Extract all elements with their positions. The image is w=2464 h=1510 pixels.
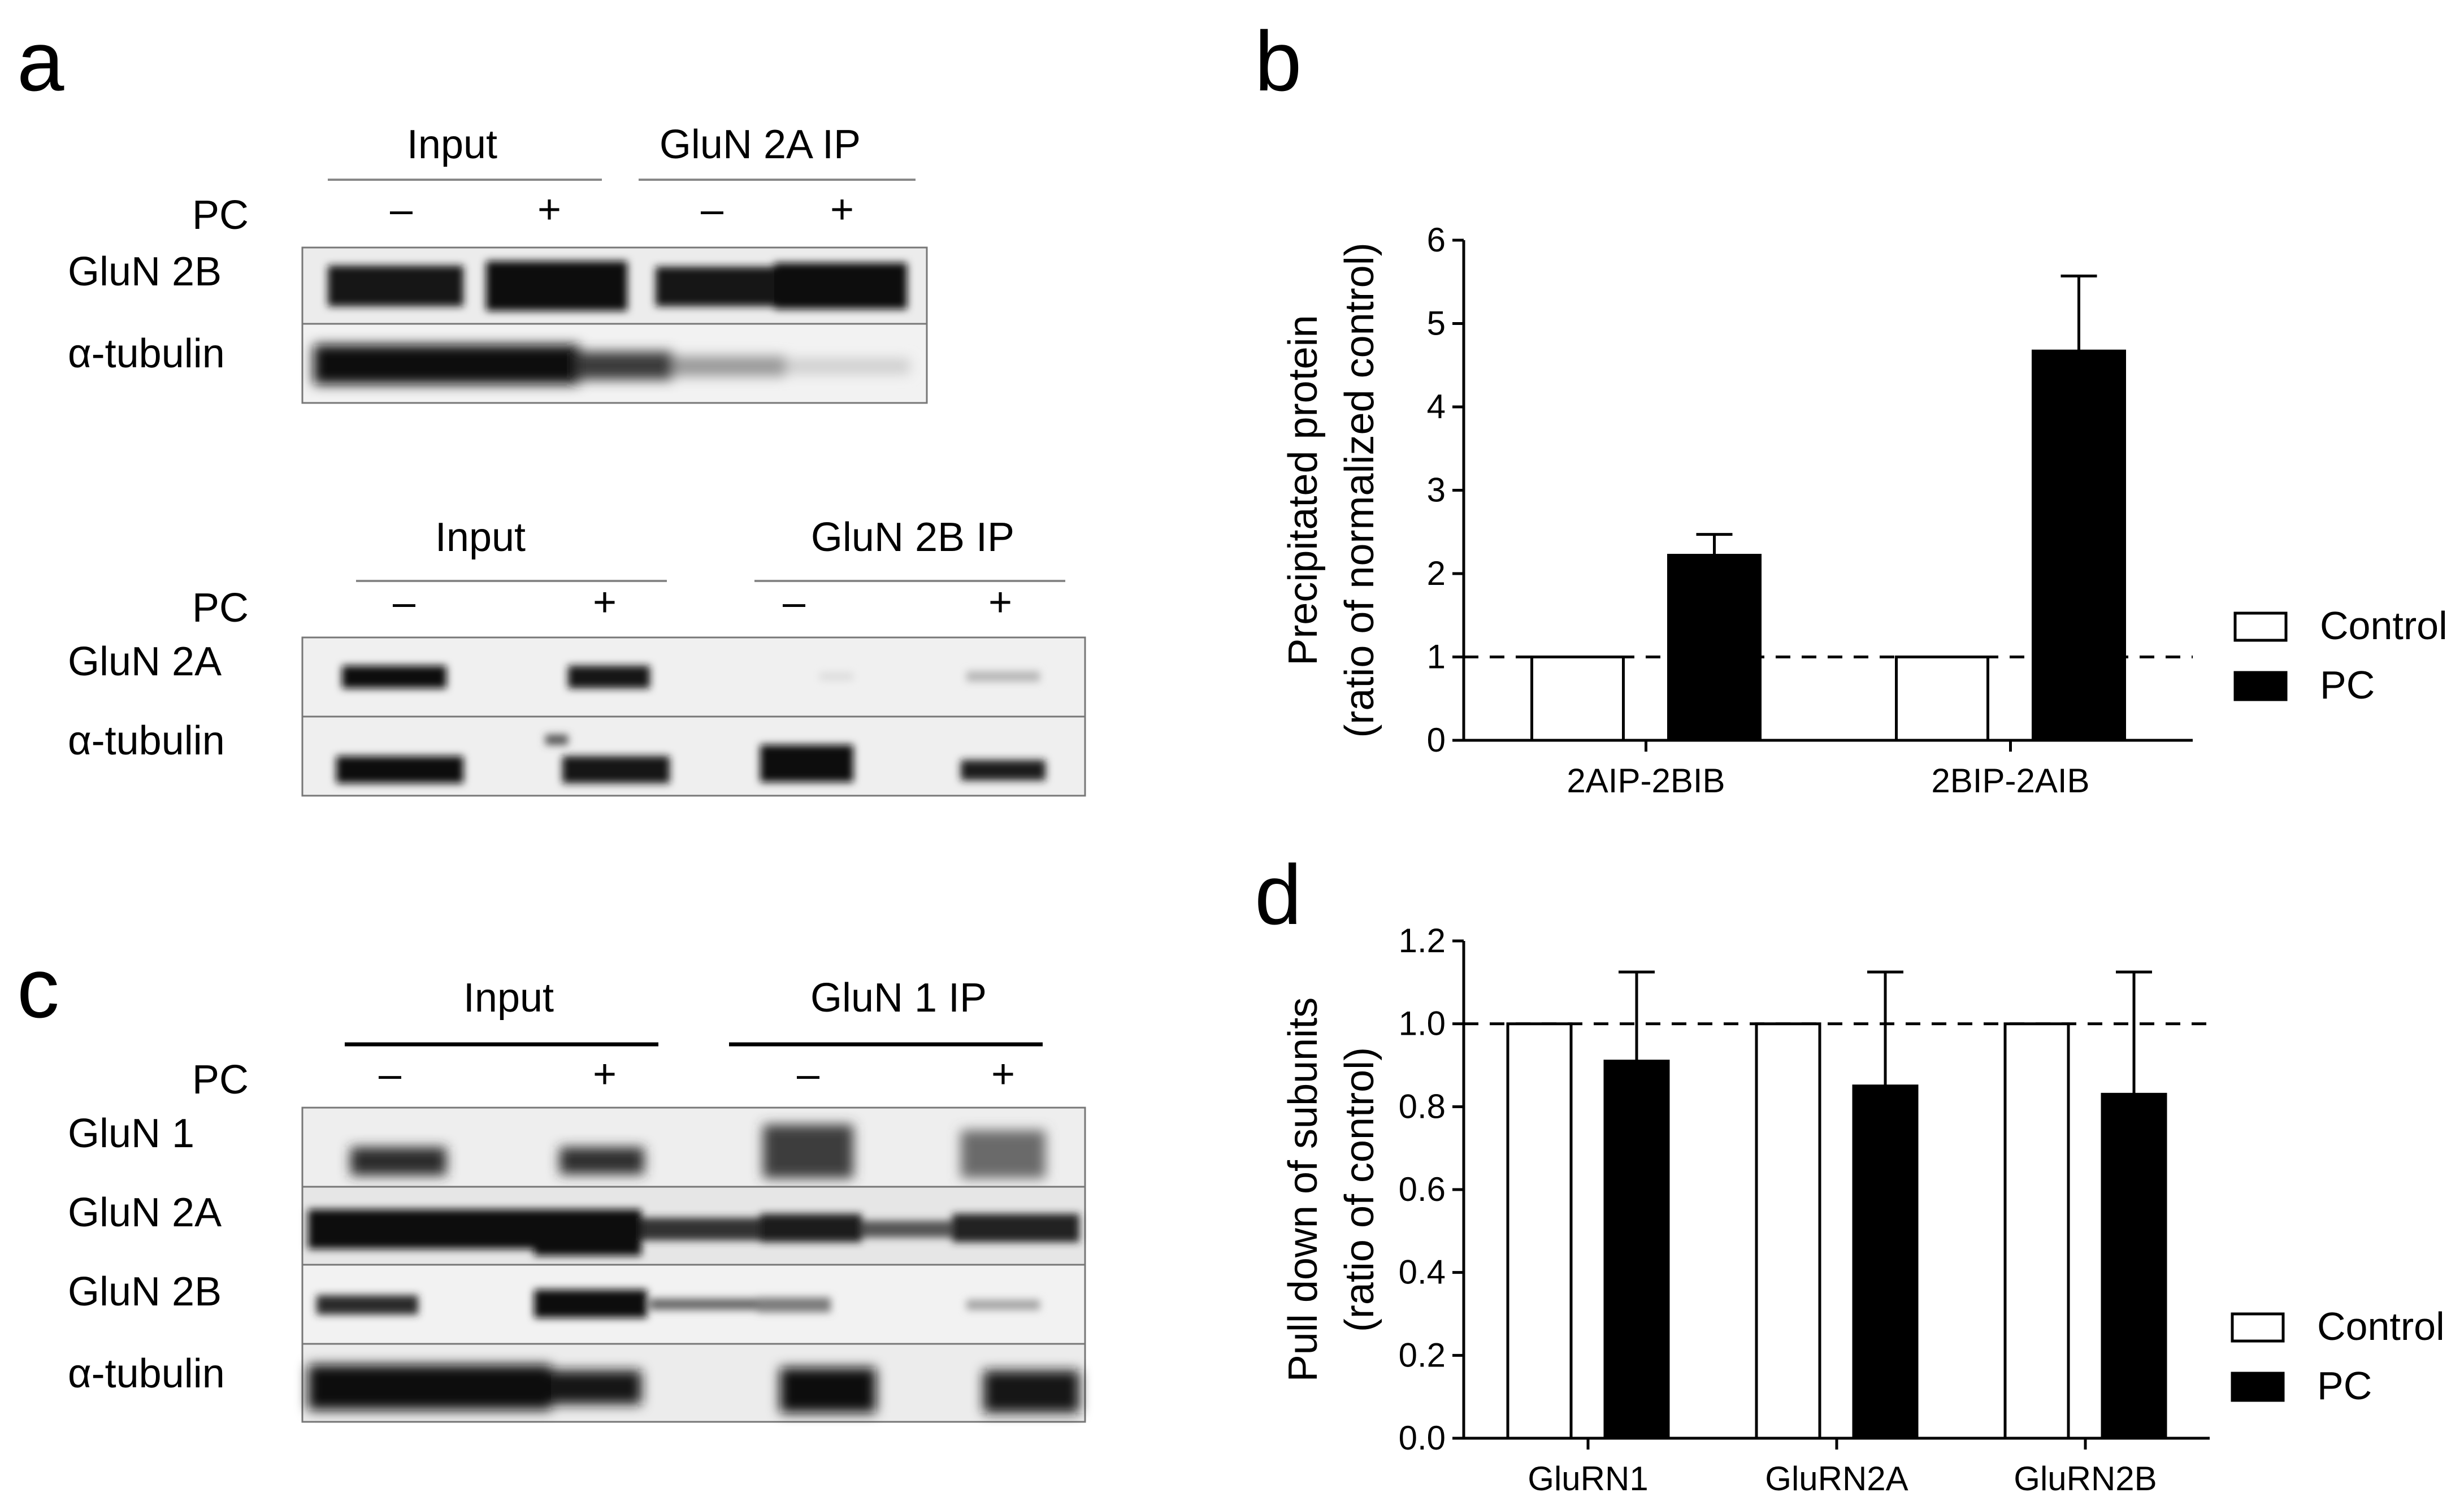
legend-swatch-control [2233,611,2288,642]
x-tick-label: GluRN2A [1765,1460,1908,1498]
y-tick-label: 6 [1427,221,1446,259]
bar-control-1 [1530,656,1625,742]
bar-control-2 [1755,1022,1821,1440]
panel-letter-d: d [1255,847,1302,942]
blotc-condition-label: PC [192,1057,249,1103]
y-tick-label: 0 [1427,721,1446,759]
bar-control-1 [1506,1022,1573,1440]
blot2-lane4-sign: + [988,580,1012,625]
blot2-condition-label: PC [192,585,249,631]
blot2-group-left: Input [435,515,526,560]
y-tick-label: 0.8 [1399,1087,1446,1125]
y-axis-label-sub: (ratio of control) [1337,1047,1382,1332]
legend-label-control: Control [2317,1304,2445,1348]
blot1-strip-1 [301,246,928,325]
blot2-lane3-sign: – [783,580,806,625]
blotc-strip-4 [301,1343,1086,1423]
bar-control-2 [1895,656,1989,742]
legend-swatch-control [2231,1312,2285,1343]
blotc-strip-1 [301,1107,1086,1188]
blotc-strip-3 [301,1264,1086,1345]
y-tick-label: 0.2 [1399,1336,1446,1374]
blotc-lane2-sign: + [593,1052,617,1097]
blot2-group-right: GluN 2B IP [811,515,1014,560]
blotc-row2-label: GluN 2A [68,1190,222,1235]
bar-pc-2 [2032,349,2126,742]
y-axis-label: Precipitated protein [1281,315,1326,665]
blot1-lane2-sign: + [537,187,561,232]
legend-swatch-pc [2231,1372,2285,1402]
legend-label-pc: PC [2317,1364,2372,1408]
blotc-group-right: GluN 1 IP [810,975,987,1021]
panel-b: b 0 1 2 3 4 5 6 Precipitated protein (ratio of n… [1255,14,2448,800]
legend-label-pc: PC [2320,663,2375,707]
panel-a: a Input GluN 2A IP PC – + – + GluN 2B α-… [17,14,1086,797]
y-tick-label: 2 [1427,554,1446,592]
blotc-strip-2 [301,1186,1086,1266]
blot1-lane4-sign: + [830,187,854,232]
y-tick-label: 0.0 [1399,1419,1446,1457]
panel-d: d 0.0 0.2 0.4 0.6 0.8 1.0 1.2 Pull down of subu… [1255,847,2445,1498]
blot2-row2-label: α-tubulin [68,718,225,763]
blotc-row3-label: GluN 2B [68,1269,222,1314]
y-tick-label: 0.4 [1399,1253,1446,1291]
blot1-lane3-sign: – [701,187,724,232]
x-tick-label: 2BIP-2AIB [1931,762,2089,800]
y-tick-label: 0.6 [1399,1170,1446,1208]
panel-letter-a: a [17,14,64,109]
y-tick-label: 3 [1427,471,1446,509]
blotc-row4-label: α-tubulin [68,1351,225,1396]
y-tick-label: 1.2 [1399,922,1446,960]
blot2-strip-1 [301,636,1086,718]
blot2-lane1-sign: – [393,580,416,625]
panel-c: c Input GluN 1 IP PC – + – + GluN 1 GluN… [17,940,1086,1423]
blot1-group-left: Input [407,122,497,167]
legend-swatch-pc [2233,671,2288,701]
panel-letter-c: c [17,940,59,1035]
blot1-group-right: GluN 2A IP [660,122,861,167]
y-tick-label: 4 [1427,388,1446,426]
bar-pc-2 [1852,1084,1919,1440]
bar-pc-1 [1667,554,1762,742]
bar-pc-3 [2101,1092,2167,1440]
y-tick-label: 1 [1427,638,1446,676]
blot2-strip-2 [301,715,1086,797]
y-tick-label: 5 [1427,305,1446,342]
bar-control-3 [2003,1022,2070,1440]
chart-b: 0 1 2 3 4 5 6 Precipitated protein (ratio of nor… [1281,221,2448,800]
y-axis-label-sub: (ratio of normalized control) [1337,242,1382,737]
blot1-condition-label: PC [192,193,249,238]
chart-d: 0.0 0.2 0.4 0.6 0.8 1.0 1.2 Pull down of subuni… [1281,922,2445,1498]
y-tick-label: 1.0 [1399,1005,1446,1043]
blotc-lane1-sign: – [379,1052,402,1097]
x-tick-label: GluRN1 [1528,1460,1648,1498]
legend-label-control: Control [2320,604,2448,648]
blot1-row2-label: α-tubulin [68,331,225,376]
blotc-lane3-sign: – [797,1052,820,1097]
blotc-group-left: Input [463,975,554,1021]
blotc-row1-label: GluN 1 [68,1111,194,1156]
panel-letter-b: b [1255,14,1302,109]
x-tick-label: 2AIP-2BIB [1567,762,1725,800]
blot2-row1-label: GluN 2A [68,639,222,684]
blotc-lane4-sign: + [991,1052,1015,1097]
y-axis-label: Pull down of subunits [1281,997,1326,1382]
x-tick-label: GluRN2B [2014,1460,2157,1498]
blot1-row1-label: GluN 2B [68,249,222,294]
bar-pc-1 [1603,1060,1670,1440]
blot1-lane1-sign: – [390,187,413,232]
blot1-strip-2 [301,323,928,404]
blot2-lane2-sign: + [593,580,617,625]
